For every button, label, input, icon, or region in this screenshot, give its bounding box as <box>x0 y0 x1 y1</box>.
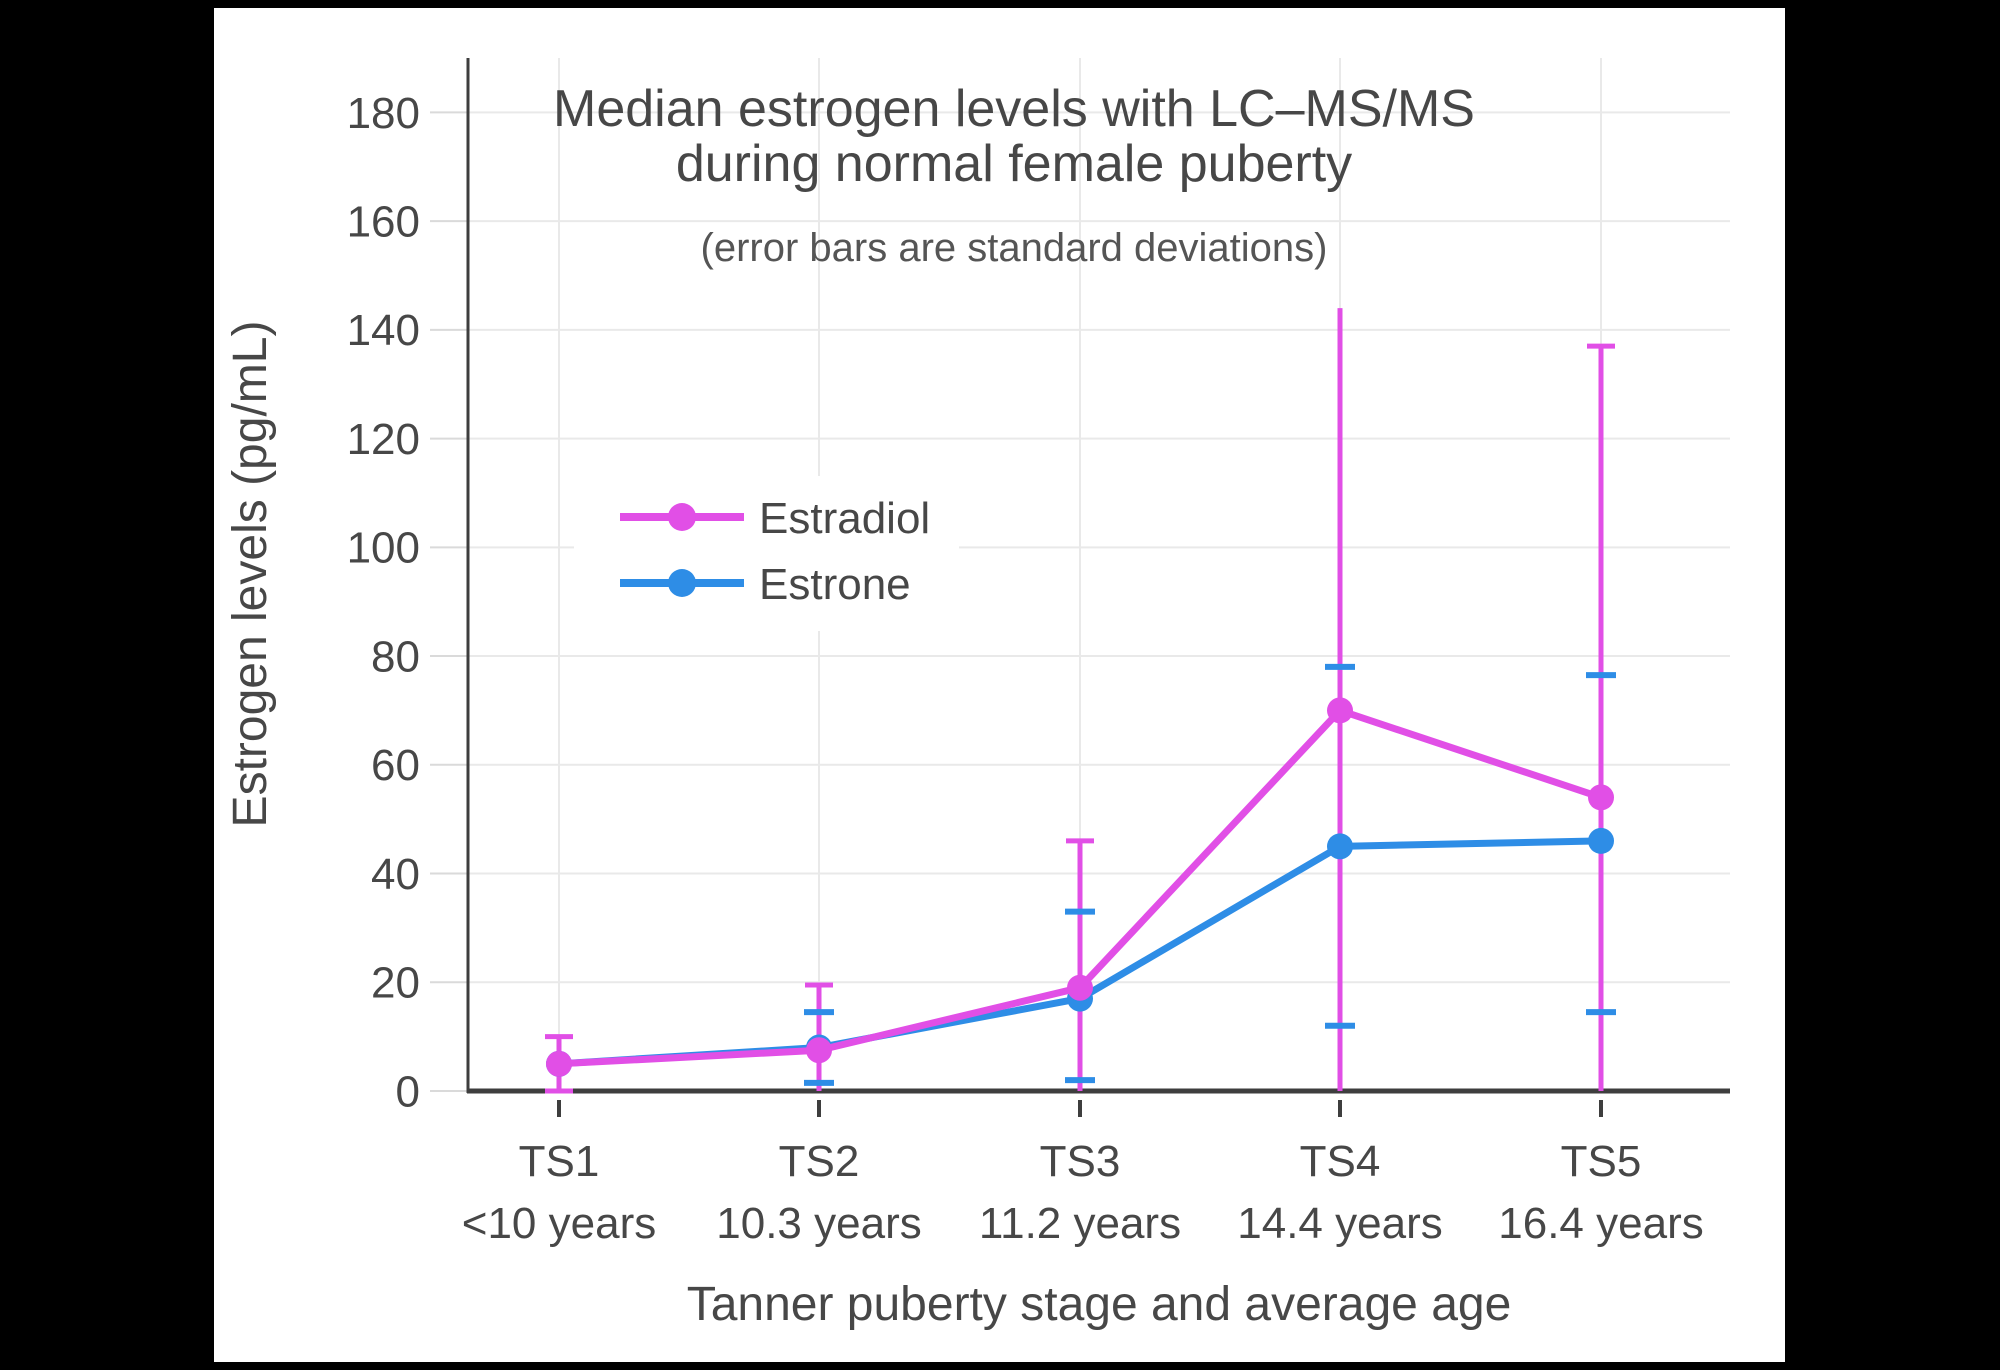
estrone-error-bars <box>804 663 1616 1086</box>
x-sublabel-TS5: 16.4 years <box>1498 1199 1703 1248</box>
y-tick-label-20: 20 <box>371 959 420 1008</box>
x-tick-label-TS3: TS3 <box>1040 1137 1121 1186</box>
y-axis-ticks <box>430 111 468 1092</box>
legend-label-estradiol[interactable]: Estradiol <box>759 494 930 543</box>
y-tick-label-120: 120 <box>347 415 420 464</box>
chart-subtitle: (error bars are standard deviations) <box>701 226 1328 270</box>
legend-swatch-estrone-marker <box>668 569 696 597</box>
y-tick-label-40: 40 <box>371 850 420 899</box>
legend-label-estrone[interactable]: Estrone <box>759 560 911 609</box>
legend-background <box>574 476 959 631</box>
y-tick-label-140: 140 <box>347 306 420 355</box>
y-tick-label-80: 80 <box>371 632 420 681</box>
y-tick-label-0: 0 <box>396 1067 420 1116</box>
y-tick-label-160: 160 <box>347 198 420 247</box>
x-sublabel-TS1: <10 years <box>462 1199 656 1248</box>
chart-title-line1: Median estrogen levels with LC–MS/MS <box>553 80 1475 138</box>
estradiol-data-point-TS1 <box>546 1050 572 1077</box>
y-axis-labels: 0 20 40 60 80 100 120 140 160 180 <box>347 89 420 1117</box>
x-tick-label-TS1: TS1 <box>519 1137 600 1186</box>
axes <box>466 58 1730 1117</box>
estradiol-data-point-TS5 <box>1588 784 1614 811</box>
x-tick-label-TS2: TS2 <box>779 1137 860 1186</box>
estradiol-data-point-TS4 <box>1327 697 1353 724</box>
x-sublabel-TS3: 11.2 years <box>979 1199 1181 1248</box>
y-tick-label-100: 100 <box>347 524 420 573</box>
estradiol-data-point-TS3 <box>1067 974 1093 1001</box>
x-axis-labels: TS1 <10 years TS2 10.3 years TS3 11.2 years TS… <box>462 1137 1704 1248</box>
chart-title-line2: during normal female puberty <box>676 135 1352 193</box>
x-sublabel-TS2: 10.3 years <box>716 1199 921 1248</box>
y-axis-title: Estrogen levels (pg/mL) <box>224 321 277 828</box>
y-tick-label-60: 60 <box>371 741 420 790</box>
x-sublabel-TS4: 14.4 years <box>1237 1199 1442 1248</box>
estrone-data-point-TS4 <box>1327 833 1353 860</box>
line-chart: TS1 <10 years TS2 10.3 years TS3 11.2 years TS… <box>224 58 1730 1331</box>
x-tick-label-TS4: TS4 <box>1300 1137 1381 1186</box>
chart-canvas: TS1 <10 years TS2 10.3 years TS3 11.2 years TS… <box>214 8 1785 1362</box>
legend-swatch-estradiol-marker <box>668 503 696 531</box>
estrone-data-point-TS5 <box>1588 827 1614 854</box>
estradiol-data-point-TS2 <box>806 1037 832 1064</box>
data-series <box>546 697 1614 1077</box>
x-axis-title: Tanner puberty stage and average age <box>687 1278 1512 1331</box>
legend: Estradiol Estrone <box>574 476 959 631</box>
x-tick-label-TS5: TS5 <box>1561 1137 1642 1186</box>
y-tick-label-180: 180 <box>347 89 420 138</box>
